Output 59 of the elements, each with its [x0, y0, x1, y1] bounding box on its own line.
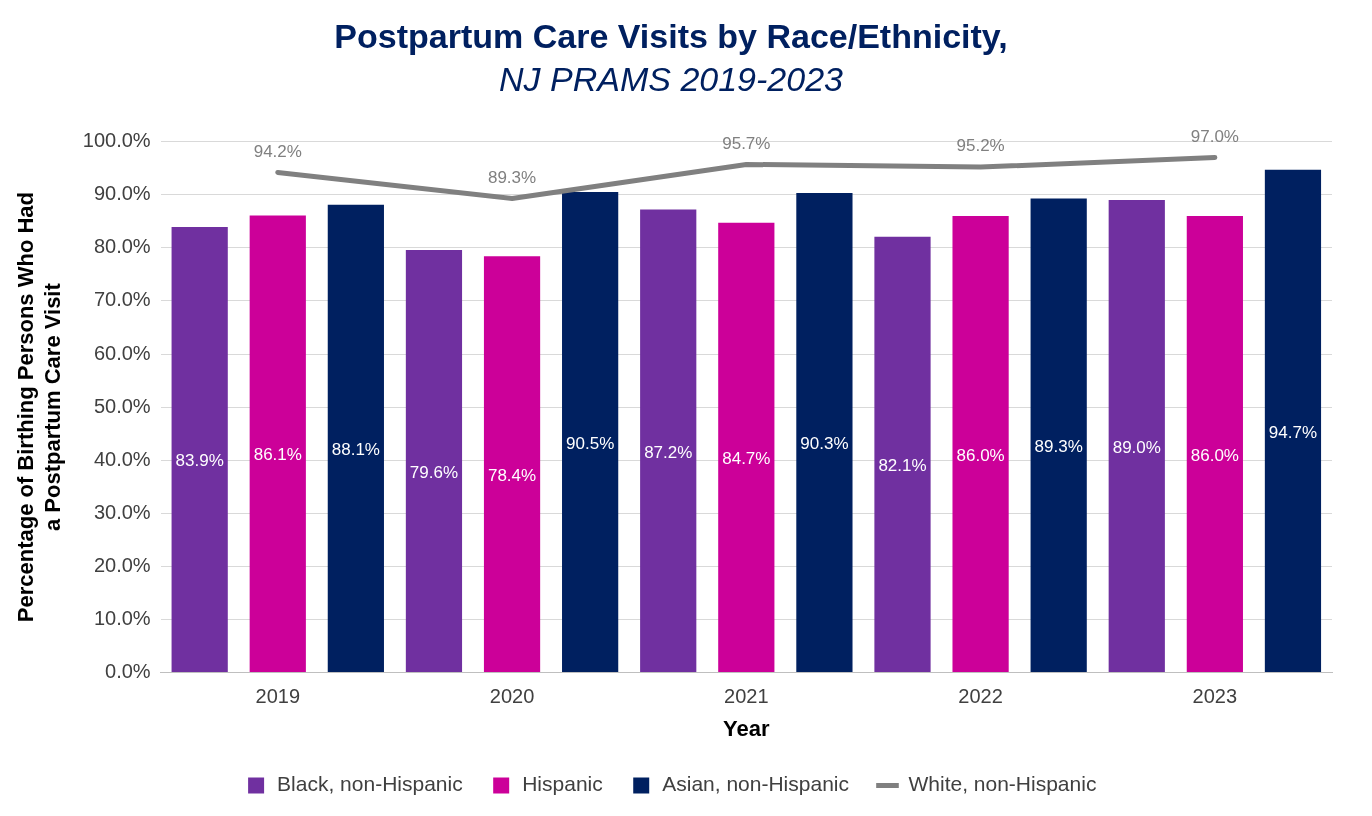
bar: [1186, 215, 1243, 673]
bar: [874, 236, 931, 673]
data-label: 89.3%: [487, 167, 537, 187]
x-tick-label: 2023: [1192, 685, 1238, 708]
bar: [405, 249, 463, 673]
data-label: 90.3%: [800, 434, 849, 454]
data-label: 79.6%: [409, 462, 459, 482]
y-tick-label: 60.0%: [93, 341, 151, 364]
data-label: 89.3%: [1034, 436, 1083, 456]
y-tick-label: 10.0%: [93, 607, 151, 630]
x-tick-label: 2020: [489, 685, 535, 708]
y-tick-label: 50.0%: [93, 394, 151, 417]
y-tick-label: 90.0%: [93, 182, 151, 205]
data-label: 95.7%: [722, 133, 771, 153]
y-tick-label: 100.0%: [82, 129, 151, 152]
legend-label: Hispanic: [522, 772, 603, 796]
data-label: 86.0%: [1190, 445, 1239, 465]
data-label: 78.4%: [487, 465, 537, 485]
x-axis-title: Year: [723, 715, 770, 741]
data-label: 97.0%: [1190, 126, 1239, 146]
bar: [1264, 169, 1322, 673]
bar: [1030, 198, 1087, 673]
data-label: 88.1%: [331, 440, 380, 460]
bar: [640, 209, 697, 673]
bar: [1108, 200, 1165, 673]
y-tick-label: 0.0%: [105, 660, 151, 683]
y-tick-label: 20.0%: [93, 553, 151, 576]
y-tick-label: 30.0%: [93, 500, 151, 523]
bar: [952, 215, 1009, 673]
legend-label: Asian, non-Hispanic: [662, 772, 849, 796]
data-label: 82.1%: [878, 456, 927, 476]
chart-title: Postpartum Care Visits by Race/Ethnicity,: [334, 16, 1008, 55]
chart-subtitle: NJ PRAMS 2019-2023: [499, 59, 844, 98]
bar: [562, 192, 619, 673]
data-label: 89.0%: [1112, 437, 1161, 457]
bar: [718, 222, 775, 673]
data-label: 94.2%: [253, 141, 302, 161]
data-label: 86.1%: [253, 445, 302, 465]
legend-label: White, non-Hispanic: [908, 772, 1097, 796]
legend-label: Black, non-Hispanic: [277, 772, 463, 796]
data-label: 95.2%: [956, 136, 1005, 156]
data-label: 94.7%: [1268, 422, 1318, 442]
data-label: 83.9%: [175, 451, 224, 471]
y-tick-label: 80.0%: [93, 235, 151, 258]
x-tick-label: 2019: [255, 685, 301, 708]
data-label: 87.2%: [644, 442, 693, 462]
data-label: 84.7%: [722, 449, 771, 469]
data-label: 86.0%: [956, 445, 1005, 465]
bar: [171, 227, 228, 673]
x-tick-label: 2022: [958, 685, 1003, 708]
data-label: 90.5%: [566, 433, 615, 453]
bar: [796, 193, 853, 673]
bar: [249, 215, 306, 673]
x-tick-label: 2021: [724, 685, 769, 708]
bar: [483, 256, 541, 673]
bar: [327, 204, 384, 673]
y-tick-label: 70.0%: [93, 288, 151, 311]
y-tick-label: 40.0%: [93, 447, 151, 470]
y-axis-title: Percentage of Birthing Persons Who Had a Postpartum Care Visit: [13, 191, 65, 623]
